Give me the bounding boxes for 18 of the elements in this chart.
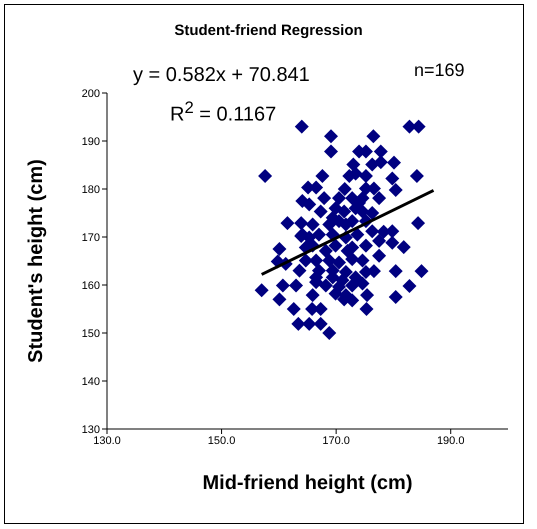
x-tick-label: 150.0 — [208, 434, 236, 447]
y-tick-label: 180 — [82, 184, 100, 196]
x-tick-label: 190.0 — [436, 434, 464, 447]
text: n=169 — [414, 60, 465, 81]
x-axis-title: Mid-friend height (cm) — [202, 472, 412, 494]
y-tick-label: 190 — [82, 136, 100, 148]
y-tick-label: 140 — [82, 376, 100, 388]
text: y = 0.582x + 70.841 — [133, 64, 310, 87]
x-tick-label: 130.0 — [93, 434, 121, 447]
chart-title: Student-friend Regression — [173, 22, 364, 39]
y-tick-label: 170 — [82, 232, 100, 244]
x-tick-label: 170.0 — [322, 434, 350, 447]
y-tick-label: 130 — [82, 424, 100, 436]
annotation: R$^{2}$ = 0.1167 — [170, 98, 276, 127]
y-tick-label: 200 — [82, 88, 100, 100]
y-axis-title: Student's height (cm) — [25, 159, 48, 363]
y-tick-label: 160 — [82, 280, 100, 292]
y-tick-label: 150 — [82, 328, 100, 340]
